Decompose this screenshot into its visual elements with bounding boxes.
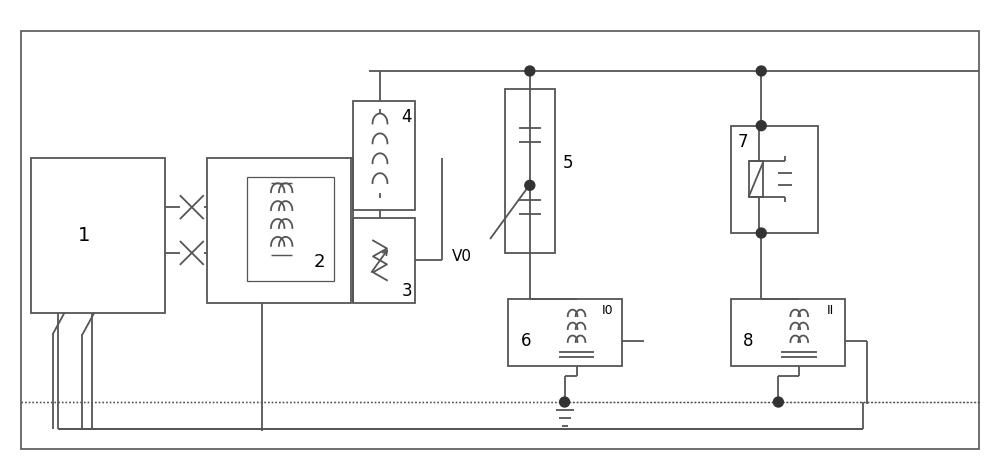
Text: 7: 7 (737, 133, 748, 151)
Bar (353, 101, 415, 210)
Circle shape (525, 66, 535, 76)
Text: 4: 4 (401, 108, 412, 126)
Circle shape (756, 228, 766, 238)
Text: 5: 5 (562, 154, 573, 171)
Text: V0: V0 (452, 249, 472, 265)
Circle shape (756, 121, 766, 131)
Text: 8: 8 (743, 332, 754, 350)
Bar (247, 177, 334, 281)
Text: II: II (826, 304, 834, 317)
Bar (731, 299, 845, 366)
Circle shape (756, 66, 766, 76)
Bar (731, 126, 818, 233)
Bar (505, 89, 555, 253)
Bar (353, 218, 415, 303)
Bar (207, 159, 351, 303)
Circle shape (525, 180, 535, 190)
Circle shape (560, 397, 570, 407)
Bar (31, 159, 165, 313)
Text: 1: 1 (78, 226, 91, 245)
Text: 6: 6 (521, 332, 531, 350)
Text: I0: I0 (602, 304, 613, 317)
Text: 2: 2 (313, 253, 325, 271)
Circle shape (773, 397, 783, 407)
Text: 3: 3 (401, 282, 412, 300)
Bar (508, 299, 622, 366)
Bar (749, 162, 763, 197)
Bar (21, 31, 979, 449)
